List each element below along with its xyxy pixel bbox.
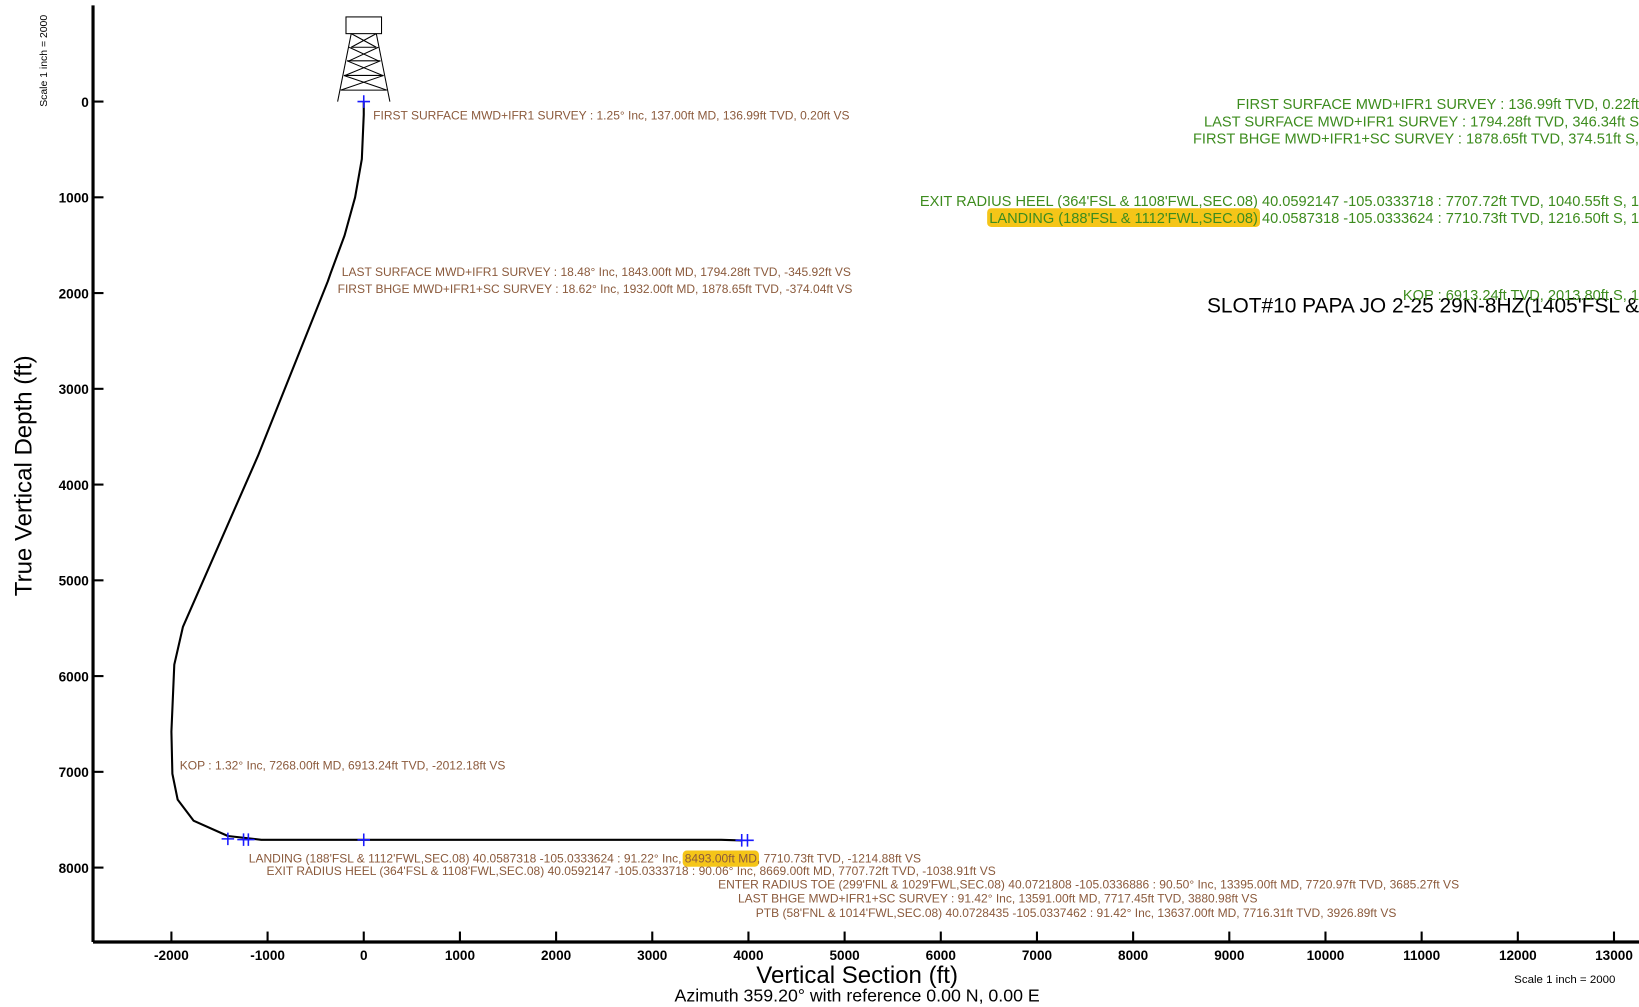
x-tick-label: 1000 [445,948,475,963]
annotation-text: LAST BHGE MWD+IFR1+SC SURVEY : 91.42° In… [738,891,1258,905]
x-tick-label: -2000 [154,948,189,963]
well-path [170,101,742,842]
annotation-text: LANDING (188'FSL & 1112'FWL,SEC.08) [989,211,1258,227]
chart-title: SLOT#10 PAPA JO 2-25 29N-8HZ(1405'FSL & [1207,295,1639,318]
survey-marker [221,832,235,846]
x-axis-label: Vertical Section (ft) [756,962,958,989]
annotation: FIRST SURFACE MWD+IFR1 SURVEY : 136.99ft… [1237,97,1639,113]
x-tick-label: 6000 [926,948,956,963]
survey-marker [357,833,371,847]
x-tick-label: 8000 [1118,948,1148,963]
annotation-text: 40.0587318 -105.0333624 : 7710.73ft TVD,… [1258,211,1639,227]
x-tick-label: 11000 [1403,948,1440,963]
y-tick-label: 5000 [59,574,89,589]
annotation-text: FIRST BHGE MWD+IFR1+SC SURVEY : 18.62° I… [338,282,853,296]
highlight [987,208,1260,228]
x-tick-label: 13000 [1595,948,1633,963]
x-tick-label: 7000 [1022,948,1052,963]
x-tick-label: 9000 [1214,948,1244,963]
scale-note: Scale 1 inch = 2000 [39,15,50,107]
derrick [337,16,391,102]
annotation: FIRST SURFACE MWD+IFR1 SURVEY : 1.25° In… [373,108,849,122]
annotation-text: KOP : 1.32° Inc, 7268.00ft MD, 6913.24ft… [180,759,506,773]
annotation-text: LAST SURFACE MWD+IFR1 SURVEY : 18.48° In… [342,265,851,279]
annotation: LAST SURFACE MWD+IFR1 SURVEY : 1794.28ft… [1204,115,1639,131]
x-tick-label: 2000 [541,948,571,963]
y-tick-label: 2000 [59,286,89,301]
x-tick-label: -1000 [250,948,285,963]
annotation-text: PTB (58'FNL & 1014'FWL,SEC.08) 40.072843… [756,906,1397,920]
annotation-text: EXIT RADIUS HEEL (364'FSL & 1108'FWL,SEC… [267,864,996,878]
annotation-text: LANDING (188'FSL & 1112'FWL,SEC.08) 40.0… [249,852,685,866]
x-tick-label: 3000 [637,948,667,963]
x-tick-label: 10000 [1307,948,1345,963]
survey-marker [741,834,754,847]
y-tick-label: 4000 [59,478,89,493]
y-tick-label: 0 [81,95,89,110]
y-tick-label: 7000 [59,765,89,780]
scale-note: Scale 1 inch = 2000 [1514,974,1615,986]
y-tick-label: 1000 [59,191,89,206]
x-tick-label: 5000 [830,948,860,963]
annotation: LANDING (188'FSL & 1112'FWL,SEC.08) 40.0… [249,850,921,867]
annotation-text: 8493.00ft MD [685,852,757,866]
y-tick-label: 8000 [59,861,89,876]
annotation-text: LAST SURFACE MWD+IFR1 SURVEY : 1794.28ft… [1204,115,1639,131]
annotation-text: KOP : 6913.24ft TVD, 2013.80ft S, 1 [1403,288,1639,304]
y-tick-label: 3000 [59,382,89,397]
survey-marker [357,95,371,108]
annotation-text: FIRST SURFACE MWD+IFR1 SURVEY : 1.25° In… [373,108,849,122]
annotation: ENTER RADIUS TOE (299'FNL & 1029'FWL,SEC… [718,878,1459,892]
annotation: EXIT RADIUS HEEL (364'FSL & 1108'FWL,SEC… [267,864,996,878]
annotation: KOP : 1.32° Inc, 7268.00ft MD, 6913.24ft… [180,759,506,773]
x-tick-label: 0 [360,948,368,963]
y-tick-label: 6000 [59,669,89,684]
annotation: FIRST BHGE MWD+IFR1+SC SURVEY : 18.62° I… [338,282,853,296]
highlight [682,850,759,867]
y-axis-label: True Vertical Depth (ft) [10,355,37,596]
annotation: FIRST BHGE MWD+IFR1+SC SURVEY : 1878.65f… [1193,131,1639,147]
annotation: LANDING (188'FSL & 1112'FWL,SEC.08) 40.0… [987,208,1639,228]
survey-marker [242,833,255,846]
annotation-text: FIRST SURFACE MWD+IFR1 SURVEY : 136.99ft… [1237,97,1639,113]
annotation-text: FIRST BHGE MWD+IFR1+SC SURVEY : 1878.65f… [1193,131,1639,147]
subtitle: Azimuth 359.20° with reference 0.00 N, 0… [674,986,1039,1006]
annotation: EXIT RADIUS HEEL (364'FSL & 1108'FWL,SEC… [920,194,1639,210]
annotation-text: EXIT RADIUS HEEL (364'FSL & 1108'FWL,SEC… [920,194,1639,210]
annotation-text: ENTER RADIUS TOE (299'FNL & 1029'FWL,SEC… [718,878,1459,892]
annotation: PTB (58'FNL & 1014'FWL,SEC.08) 40.072843… [756,906,1397,920]
annotation: LAST SURFACE MWD+IFR1 SURVEY : 18.48° In… [342,265,851,279]
annotation-text: , 7710.73ft TVD, -1214.88ft VS [757,852,921,866]
annotation: LAST BHGE MWD+IFR1+SC SURVEY : 91.42° In… [738,891,1258,905]
x-tick-label: 12000 [1499,948,1537,963]
annotation: KOP : 6913.24ft TVD, 2013.80ft S, 1 [1403,288,1639,304]
x-tick-label: 4000 [733,948,763,963]
